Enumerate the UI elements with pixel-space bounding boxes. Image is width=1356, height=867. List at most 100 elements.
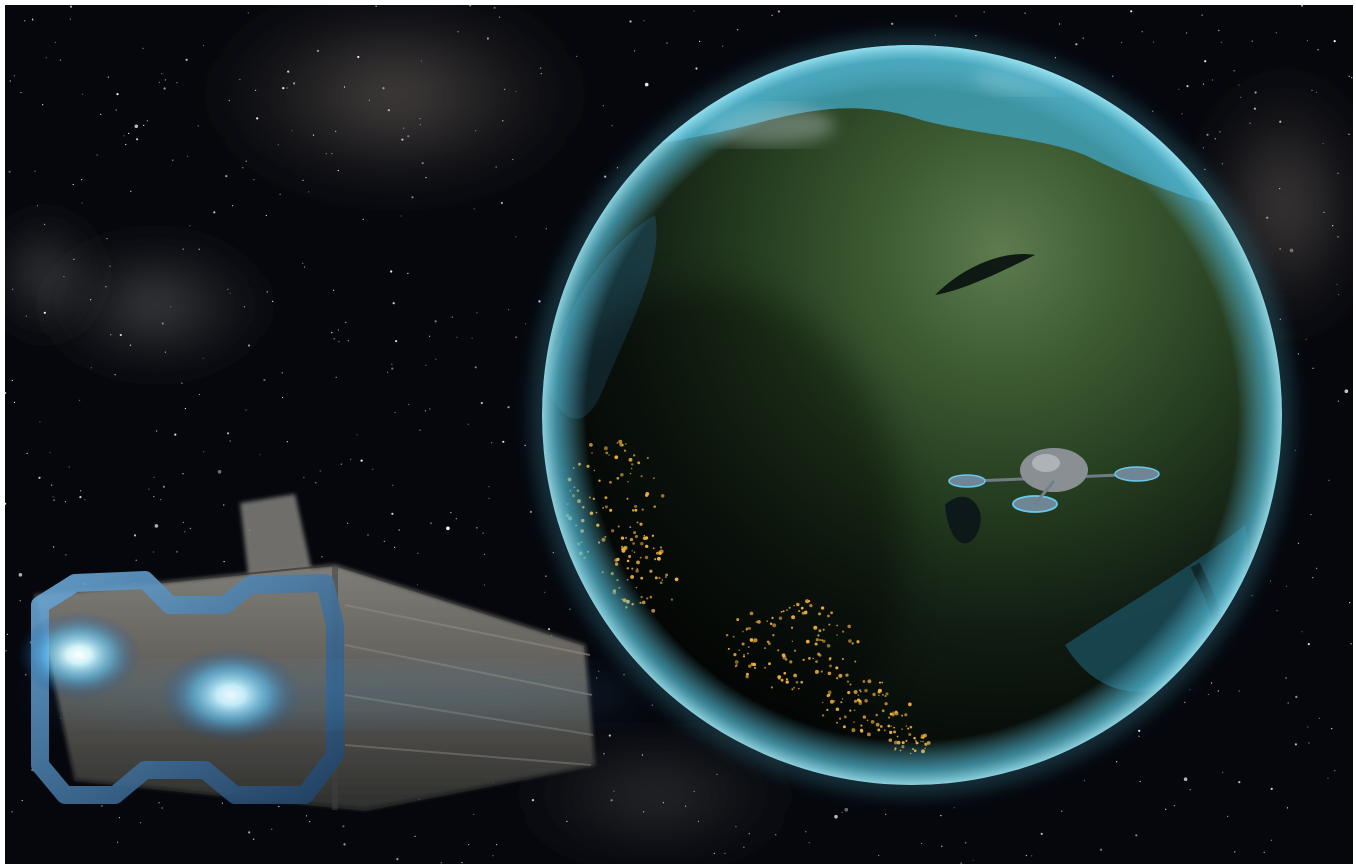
star (281, 372, 283, 374)
star (64, 501, 66, 503)
space-artwork (5, 5, 1353, 864)
star (771, 14, 773, 16)
star (504, 88, 506, 90)
star (343, 86, 346, 88)
star (105, 286, 107, 288)
star (457, 31, 459, 33)
star (143, 124, 145, 126)
star (129, 344, 132, 346)
star (321, 556, 323, 558)
star (277, 144, 279, 146)
star (629, 20, 632, 23)
star (176, 551, 178, 553)
star (1075, 43, 1078, 46)
star (480, 401, 483, 405)
star (1337, 236, 1339, 238)
star (1300, 5, 1304, 7)
star (148, 488, 150, 490)
star (25, 315, 27, 317)
star (34, 170, 36, 172)
star (347, 522, 349, 524)
star (461, 862, 463, 864)
star (1337, 172, 1339, 174)
star (153, 476, 155, 478)
star (488, 486, 490, 488)
star (291, 130, 293, 132)
star (287, 70, 290, 73)
star (134, 124, 139, 129)
star (502, 440, 505, 443)
star (185, 58, 188, 61)
star (1211, 79, 1214, 81)
star (117, 841, 119, 843)
star (1211, 682, 1213, 684)
star (1285, 585, 1288, 587)
star (1184, 701, 1186, 703)
star (189, 527, 191, 530)
star (775, 834, 777, 836)
star (163, 87, 166, 90)
star (1214, 138, 1216, 140)
star (1307, 726, 1309, 728)
star (114, 374, 116, 376)
star (841, 811, 843, 814)
star (414, 835, 416, 837)
star (885, 813, 887, 815)
star (142, 47, 144, 50)
star (161, 807, 163, 809)
star (420, 60, 423, 62)
star (21, 799, 23, 802)
star (419, 118, 421, 120)
star (337, 170, 339, 172)
star (394, 411, 396, 414)
star (1112, 75, 1114, 77)
star (213, 211, 216, 214)
star (1178, 88, 1180, 90)
star (342, 825, 345, 828)
star (1301, 631, 1303, 633)
star (697, 820, 700, 822)
star (1351, 77, 1353, 79)
star (693, 790, 695, 793)
star (1138, 735, 1140, 737)
star (456, 336, 458, 338)
star (394, 546, 396, 549)
star (1240, 96, 1242, 98)
star (391, 367, 394, 370)
star (347, 340, 349, 342)
star (164, 351, 166, 353)
star (1054, 57, 1056, 59)
star (1294, 449, 1296, 451)
star (5, 650, 7, 652)
star (498, 16, 501, 18)
star (245, 160, 247, 162)
star (834, 814, 838, 819)
star (1040, 832, 1043, 836)
star (1269, 580, 1272, 582)
star (602, 105, 605, 107)
star (125, 143, 127, 146)
star (643, 20, 645, 22)
star (253, 838, 255, 840)
star (331, 153, 333, 155)
star (1201, 14, 1203, 16)
star (515, 336, 517, 338)
star (256, 117, 259, 120)
star (666, 42, 668, 44)
star (73, 258, 75, 260)
star (128, 132, 130, 134)
star (101, 805, 103, 807)
star (1270, 839, 1272, 841)
star (1234, 851, 1236, 853)
star (1058, 23, 1061, 25)
star (1336, 283, 1338, 286)
star (777, 10, 781, 13)
star (133, 534, 137, 537)
star (403, 127, 405, 129)
star (407, 272, 409, 274)
star (529, 510, 533, 513)
star (955, 15, 957, 17)
star (1220, 41, 1222, 43)
star (107, 76, 109, 78)
star (243, 306, 246, 308)
